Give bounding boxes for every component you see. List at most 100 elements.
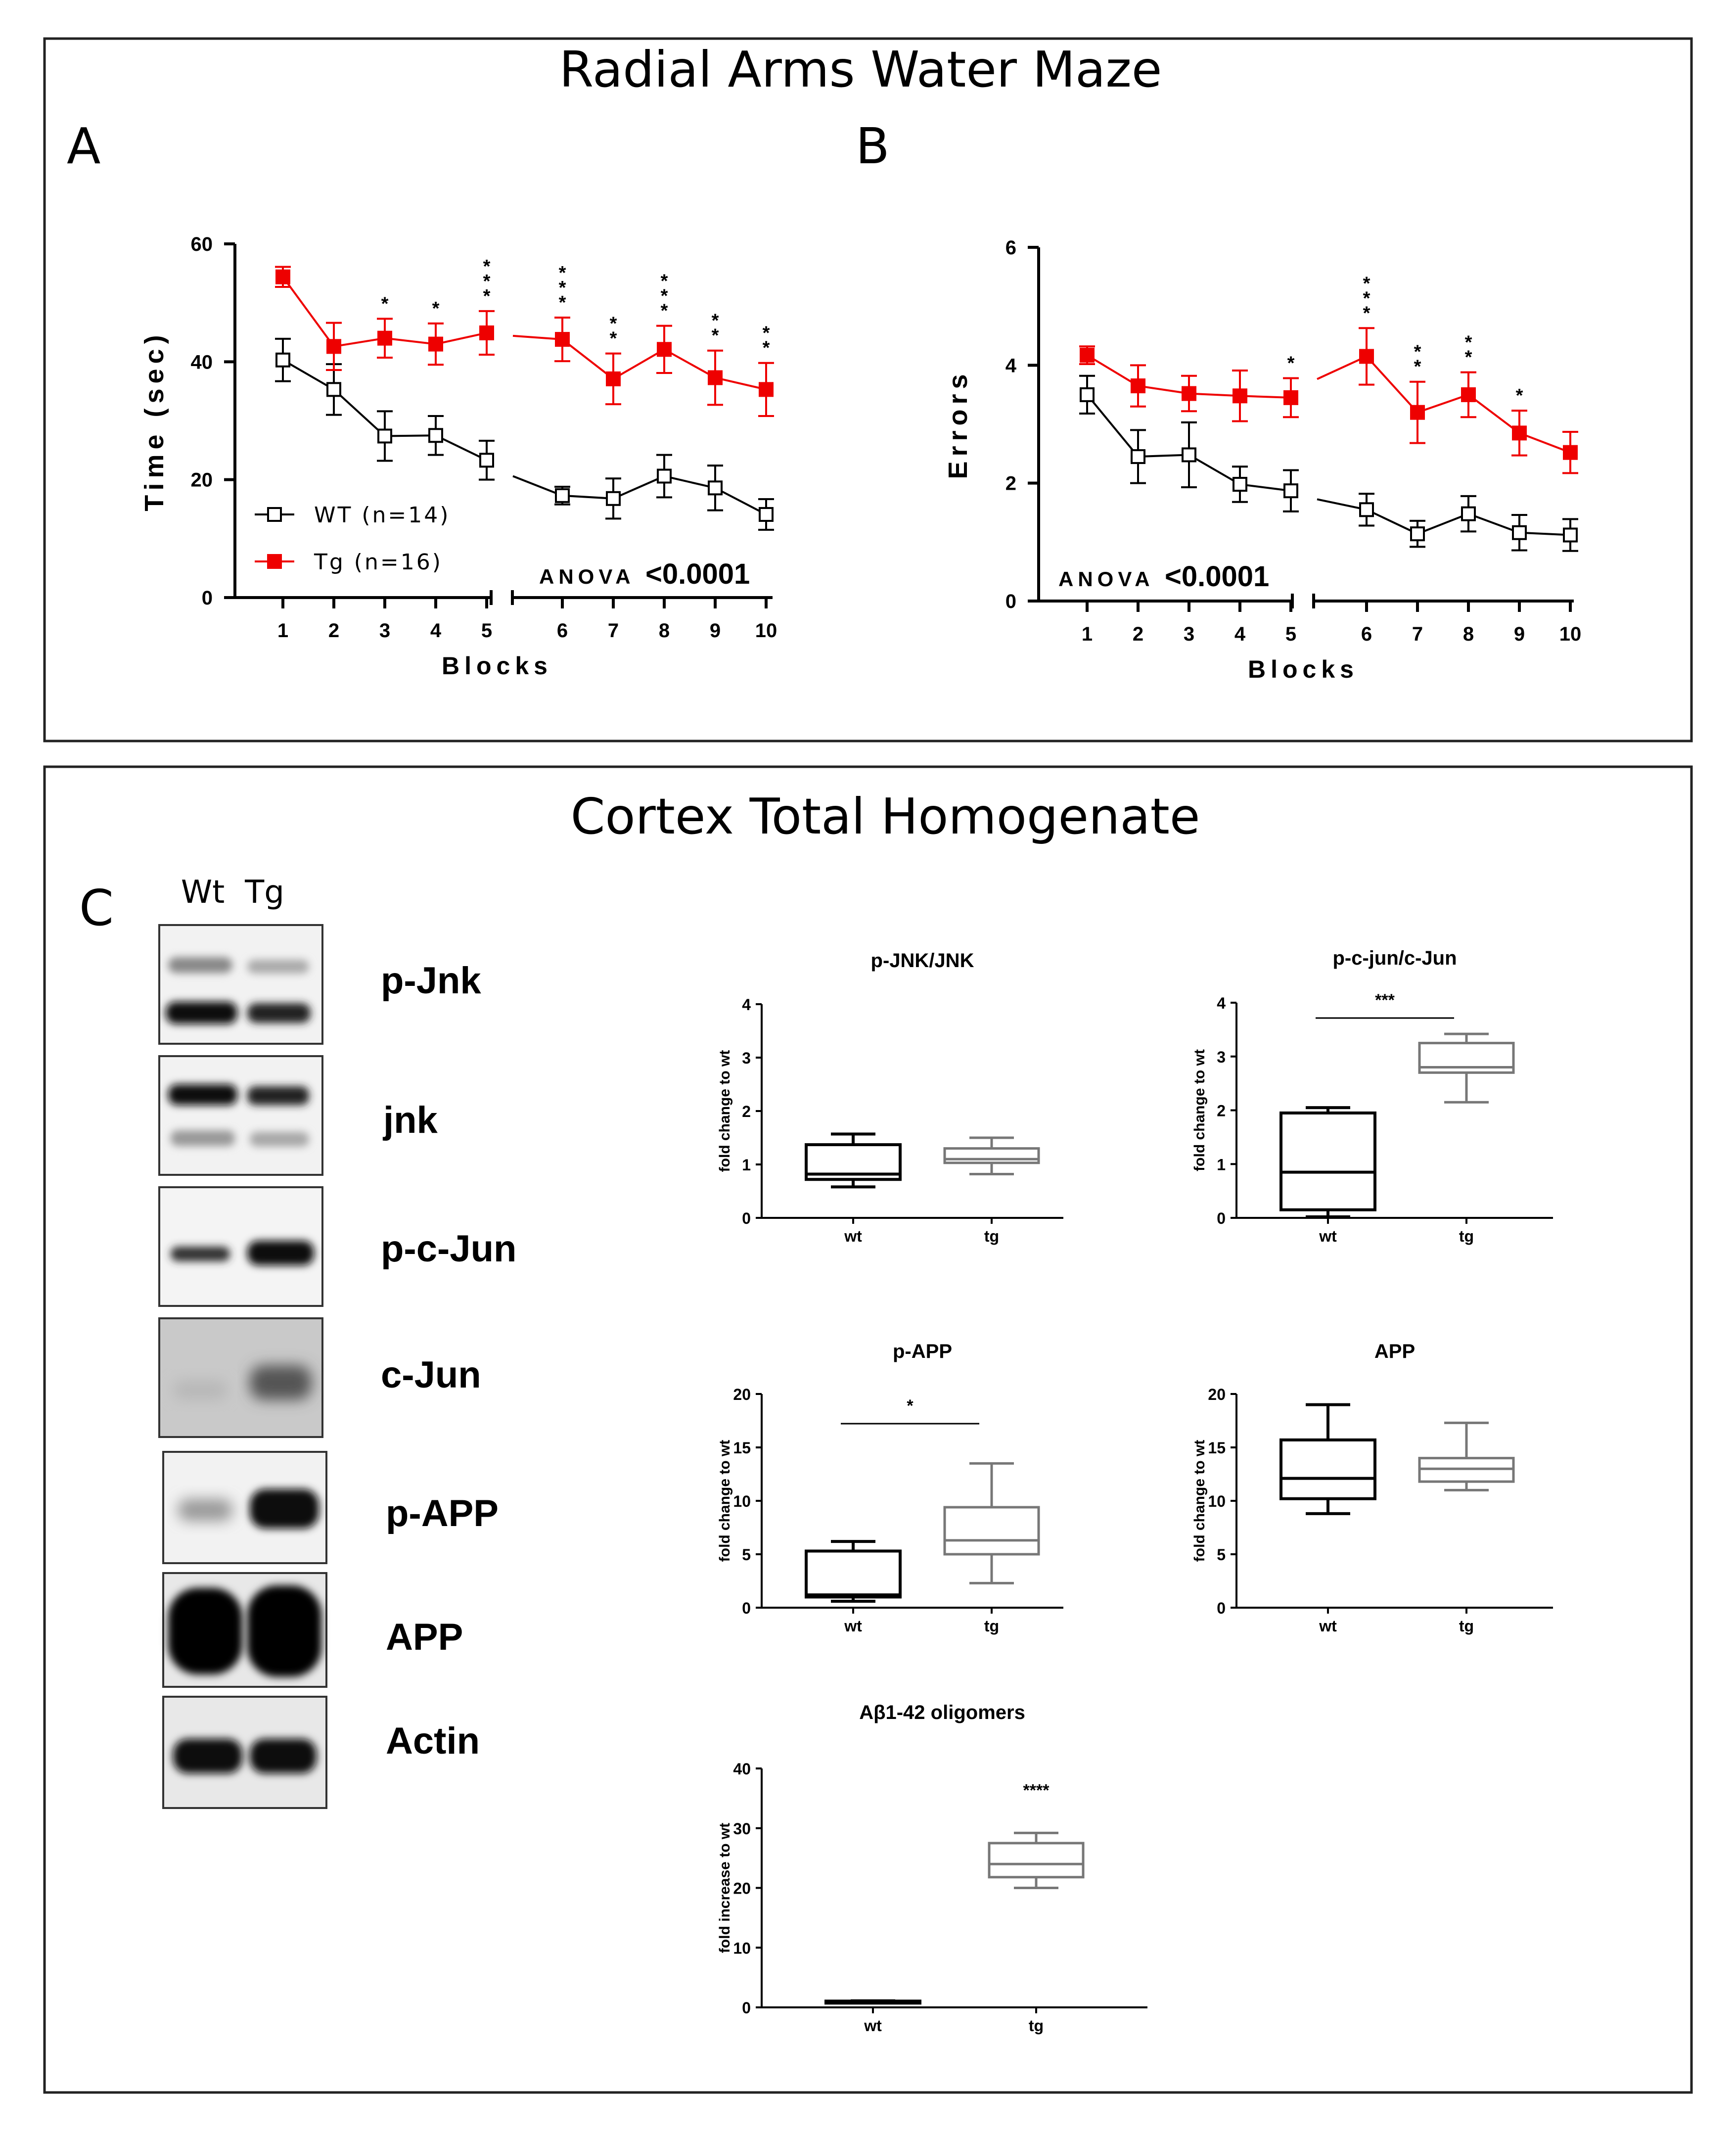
anova-value: <0.0001 [1165,560,1269,593]
blot-app [162,1572,327,1688]
x-tick-label: 1 [1082,623,1093,645]
data-point-wt [479,453,494,468]
data-point-tg [759,382,774,397]
y-tick-label: 0 [1005,591,1016,612]
data-point-tg [1131,378,1145,394]
data-point-wt [1080,387,1095,402]
y-tick-label: 2 [1217,1102,1226,1120]
data-point-tg [1182,386,1196,401]
data-point-tg [555,332,570,347]
data-point-tg [606,371,621,386]
blot-label-p-c-jun: p-c-Jun [381,1228,516,1270]
series-tg [275,266,774,417]
box-chart-p-app: p-APP 0 5 10 15 20 fold change to wt wt tg * [717,1341,1063,1635]
legend-label: WT (n=14) [314,503,450,528]
y-tick-label: 6 [1005,237,1016,259]
data-point-wt [1283,483,1298,499]
series-lead-line [1317,498,1367,511]
box-chart-title: Aβ1-42 oligomers [859,1702,1025,1723]
y-axis-title: fold change to wt [1191,1049,1208,1171]
data-point-wt [377,428,392,444]
data-point-tg [1080,348,1095,363]
x-tick-label: 5 [481,620,492,642]
panel-label-a: A [67,117,100,175]
y-tick-label: 20 [733,1386,751,1403]
x-tick-label: 8 [1463,623,1474,645]
data-point-wt [759,507,774,522]
data-point-tg [1461,387,1476,402]
y-tick-label: 3 [1217,1048,1226,1066]
y-tick-label: 0 [742,1209,751,1227]
top-panel-frame [43,37,1693,743]
blot-label-app: APP [386,1616,463,1658]
x-tick-label: tg [1459,1227,1474,1245]
data-point-wt [657,468,672,484]
x-tick-label: 6 [1361,623,1372,645]
data-point-tg [1283,390,1298,405]
data-point-wt [555,488,570,503]
x-tick-label: wt [864,2017,882,2035]
blot-p-jnk [158,924,323,1045]
y-tick-label: 0 [742,1999,751,2017]
x-tick-label: 3 [1184,623,1194,645]
y-tick-label: 20 [1208,1386,1226,1403]
bottom-panel-frame [43,765,1693,2094]
blot-jnk [158,1055,323,1176]
blot-label-p-jnk: p-Jnk [381,960,481,1002]
top-panel-title: Radial Arms Water Maze [559,41,1162,98]
data-point-tg [657,342,672,357]
data-point-wt [1461,506,1476,521]
anova-label: ANOVA [1058,567,1154,591]
box-chart-title: APP [1374,1341,1415,1362]
y-tick-label: 4 [1217,994,1226,1012]
significance-stars: *** [661,271,668,322]
x-tick-label: 6 [557,620,568,642]
y-tick-label: 10 [1208,1492,1226,1510]
anova-value: <0.0001 [645,558,750,590]
box-chart-abeta: Aβ1-42 oligomers 0 10 20 30 40 fold increase t… [717,1702,1147,2035]
x-tick-label: wt [1319,1227,1337,1245]
x-tick-label: 9 [1514,623,1525,645]
data-point-wt [708,480,723,496]
data-point-tg [275,269,290,284]
y-tick-label: 20 [191,469,213,491]
box-chart-title: p-c-jun/c-Jun [1332,947,1457,969]
panel-label-b: B [856,117,890,175]
x-tick-label: 8 [659,620,670,642]
significance-stars: * [381,293,389,314]
significance-stars: * * [1414,342,1421,377]
y-axis-title: fold change to wt [717,1050,733,1172]
blot-label-p-app: p-APP [386,1492,499,1534]
series-lead-line [512,334,563,341]
data-point-wt [1512,525,1527,540]
western-blots: Wt Tg p-Jnk jnk p-c-Jun [158,874,516,1809]
x-tick-label: tg [984,1227,999,1245]
significance-stars: * * [763,323,770,359]
x-tick-label: 4 [1234,623,1246,645]
significance-stars: * [1287,353,1295,374]
data-point-wt [428,428,443,443]
x-tick-label: tg [984,1617,999,1635]
significance-stars: *** [1375,991,1395,1010]
data-point-tg [326,339,341,354]
y-axis-title: fold increase to wt [717,1823,733,1953]
y-tick-label: 5 [1217,1546,1226,1564]
x-axis-title: Blocks [1248,655,1359,683]
y-axis-title: fold change to wt [1191,1440,1208,1562]
data-point-wt [1233,477,1247,492]
significance-stars: * [1516,385,1523,406]
y-tick-label: 4 [742,996,751,1014]
significance-stars: * * [610,314,617,349]
x-tick-label: 10 [755,620,777,642]
x-tick-label: tg [1459,1617,1474,1635]
data-point-tg [377,330,392,346]
blot-label-jnk: jnk [382,1099,438,1141]
data-point-wt [1131,449,1145,464]
lane-label-wt: Wt [181,874,225,911]
significance-stars: * [432,298,440,319]
y-tick-label: 2 [742,1103,751,1120]
legend-marker-wt [267,507,282,522]
x-tick-label: wt [844,1617,862,1635]
y-tick-label: 40 [733,1760,751,1778]
series-wt [1079,374,1578,552]
